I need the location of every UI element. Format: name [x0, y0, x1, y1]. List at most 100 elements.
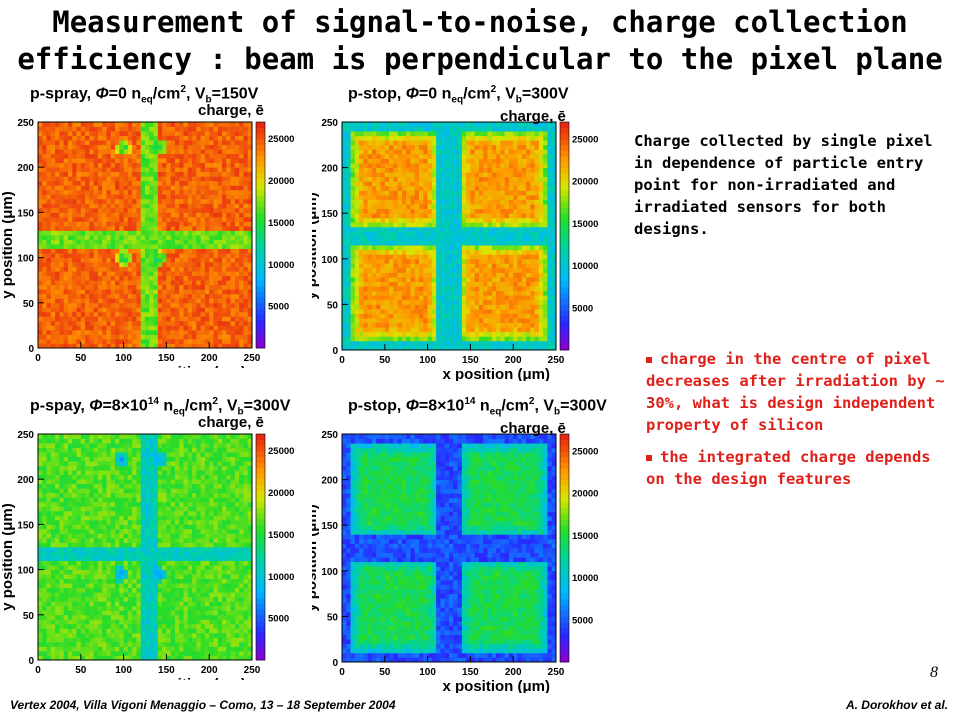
heatmap-cell [491, 226, 497, 232]
heatmap-cell [63, 207, 69, 213]
heatmap-cell [453, 281, 458, 287]
heatmap-cell [457, 304, 463, 310]
heatmap-cell [226, 221, 231, 227]
heatmap-cell [342, 231, 347, 237]
heatmap-cell [530, 144, 535, 150]
heatmap-cell [466, 286, 471, 292]
heatmap-cell [50, 320, 56, 326]
heatmap-cell [230, 334, 236, 340]
heatmap-cell [346, 295, 351, 301]
heatmap-cell [38, 275, 43, 281]
heatmap-cell [384, 144, 390, 150]
heatmap-cell [72, 162, 77, 168]
heatmap-cell [187, 284, 193, 290]
heatmap-cell [153, 158, 159, 164]
heatmap-cell [76, 135, 82, 141]
heatmap-cell [204, 244, 210, 249]
heatmap-cell [436, 345, 441, 351]
heatmap-cell [243, 225, 249, 231]
heatmap-cell [119, 216, 124, 222]
heatmap-cell [226, 316, 231, 322]
heatmap-cell [487, 331, 493, 337]
heatmap-cell [63, 180, 69, 186]
heatmap-cell [397, 126, 403, 132]
heatmap-cell [97, 189, 103, 195]
heatmap-cell [367, 167, 373, 173]
heatmap-cell [427, 167, 433, 173]
heatmap-cell [419, 135, 424, 141]
heatmap-cell [487, 172, 493, 178]
heatmap-cell [371, 340, 377, 346]
heatmap-cell [204, 275, 210, 281]
heatmap-cell [102, 338, 107, 344]
heatmap-cell [170, 266, 176, 272]
heatmap-cell [42, 140, 47, 145]
heatmap-cell [359, 131, 364, 137]
heatmap-cell [149, 316, 154, 322]
heatmap-cell [157, 320, 163, 326]
heatmap-cell [55, 239, 60, 245]
heatmap-cell [106, 122, 112, 127]
heatmap-cell [149, 262, 154, 268]
heatmap-cell [110, 320, 116, 326]
heatmap-cell [243, 338, 249, 344]
heatmap-cell [423, 163, 428, 168]
heatmap-cell [204, 198, 210, 204]
heatmap-cell [470, 313, 476, 319]
heatmap-cell [136, 325, 142, 331]
heatmap-cell [162, 140, 167, 145]
heatmap-cell [115, 140, 120, 145]
heatmap-cell [153, 248, 159, 254]
heatmap-cell [543, 153, 548, 159]
heatmap-cell [153, 167, 159, 173]
heatmap-cell [157, 203, 163, 209]
heatmap-cell [487, 190, 493, 196]
heatmap-cell [72, 334, 77, 340]
heatmap-cell [530, 331, 535, 337]
heatmap-cell [76, 171, 82, 177]
heatmap-cell [234, 253, 240, 258]
heatmap-cell [354, 249, 360, 255]
heatmap-cell [461, 217, 467, 223]
heatmap-cell [500, 135, 506, 141]
heatmap-cell [196, 216, 202, 222]
heatmap-cell [153, 131, 159, 136]
heatmap-cell [414, 194, 420, 200]
heatmap-cell [414, 340, 420, 346]
heatmap-cell [444, 331, 450, 337]
heatmap-cell [423, 258, 428, 264]
heatmap-cell [504, 336, 510, 342]
heatmap-cell [119, 135, 124, 141]
heatmap-cell [187, 311, 193, 317]
heatmap-cell [132, 302, 137, 308]
heatmap-cell [234, 334, 240, 340]
heatmap-cell [453, 140, 458, 146]
heatmap-cell [192, 140, 197, 145]
heatmap-cell [187, 275, 193, 281]
heatmap-cell [76, 230, 82, 236]
heatmap-cell [140, 289, 146, 295]
heatmap-cell [406, 254, 411, 260]
heatmap-cell [474, 185, 480, 191]
heatmap-cell [504, 290, 510, 296]
heatmap-cell [76, 194, 82, 200]
heatmap-cell [453, 290, 458, 296]
heatmap-cell [119, 284, 124, 290]
heatmap-cell [55, 325, 60, 331]
heatmap-cell [183, 158, 189, 164]
heatmap-cell [119, 320, 124, 326]
heatmap-cell [247, 207, 253, 213]
heatmap-cell [359, 345, 364, 351]
heatmap-cell [444, 304, 450, 310]
heatmap-cell [444, 226, 450, 232]
heatmap-cell [63, 275, 69, 281]
heatmap-cell [85, 135, 90, 141]
heatmap-cell [478, 204, 484, 210]
heatmap-cell [440, 190, 446, 196]
heatmap-cell [123, 289, 129, 295]
heatmap-cell [478, 245, 484, 251]
heatmap-cell [80, 216, 86, 222]
heatmap-cell [115, 257, 120, 263]
heatmap-cell [359, 135, 364, 141]
heatmap-cell [149, 198, 154, 204]
